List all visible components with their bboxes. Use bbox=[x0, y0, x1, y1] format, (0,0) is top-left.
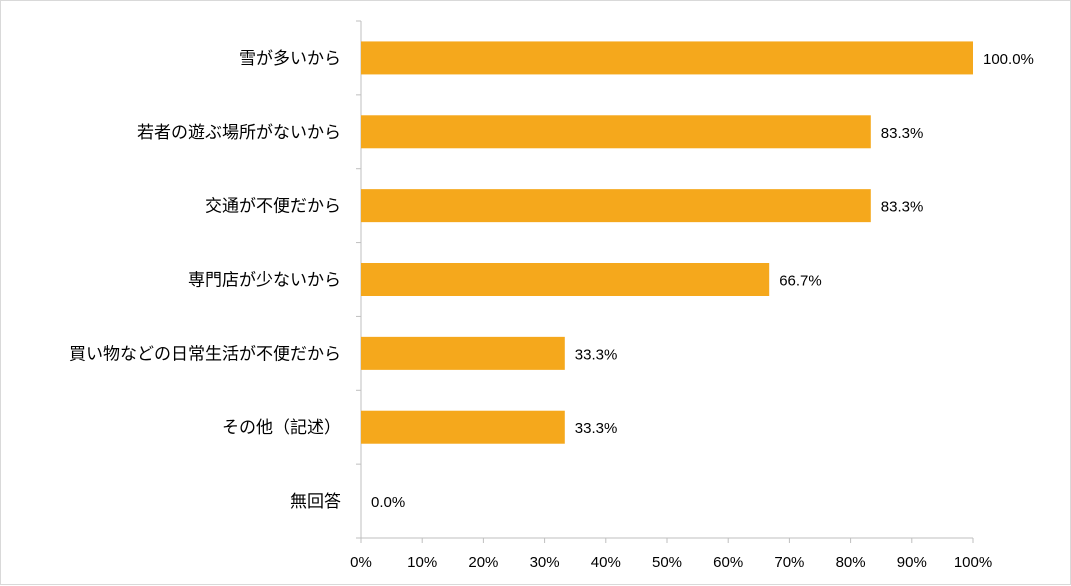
data-label: 66.7% bbox=[779, 273, 822, 290]
x-tick-label: 60% bbox=[713, 554, 743, 571]
bars bbox=[361, 41, 973, 444]
category-label: 雪が多いから bbox=[239, 49, 341, 69]
x-tick-label: 80% bbox=[836, 554, 866, 571]
x-tick-label: 30% bbox=[530, 554, 560, 571]
bar bbox=[361, 41, 973, 75]
data-label: 0.0% bbox=[371, 494, 405, 511]
data-label: 33.3% bbox=[575, 346, 618, 363]
data-label: 100.0% bbox=[983, 51, 1034, 68]
category-label: 専門店が少ないから bbox=[188, 271, 341, 291]
x-tick-label: 70% bbox=[774, 554, 804, 571]
category-label: その他（記述） bbox=[222, 418, 341, 438]
labels: 0% 10% 20% 30% 40% 50% 60% 70% 80% 90% 100% 雪が多いから 1… bbox=[69, 49, 1034, 571]
category-label: 交通が不便だから bbox=[205, 197, 341, 217]
bar bbox=[361, 189, 871, 223]
category-label: 無回答 bbox=[290, 492, 341, 512]
data-label: 83.3% bbox=[881, 125, 924, 142]
x-tick-label: 20% bbox=[468, 554, 498, 571]
x-tick-label: 0% bbox=[350, 554, 372, 571]
x-tick-label: 100% bbox=[954, 554, 992, 571]
bar bbox=[361, 263, 770, 296]
x-tick-label: 90% bbox=[897, 554, 927, 571]
data-label: 83.3% bbox=[881, 199, 924, 216]
category-label: 若者の遊ぶ場所がないから bbox=[137, 123, 341, 143]
x-tick-label: 40% bbox=[591, 554, 621, 571]
bar bbox=[361, 336, 565, 370]
x-tick-label: 10% bbox=[407, 554, 437, 571]
data-label: 33.3% bbox=[575, 420, 618, 437]
bar bbox=[361, 410, 565, 444]
x-tick-label: 50% bbox=[652, 554, 682, 571]
bar bbox=[361, 115, 871, 149]
category-label: 買い物などの日常生活が不便だから bbox=[69, 344, 341, 364]
